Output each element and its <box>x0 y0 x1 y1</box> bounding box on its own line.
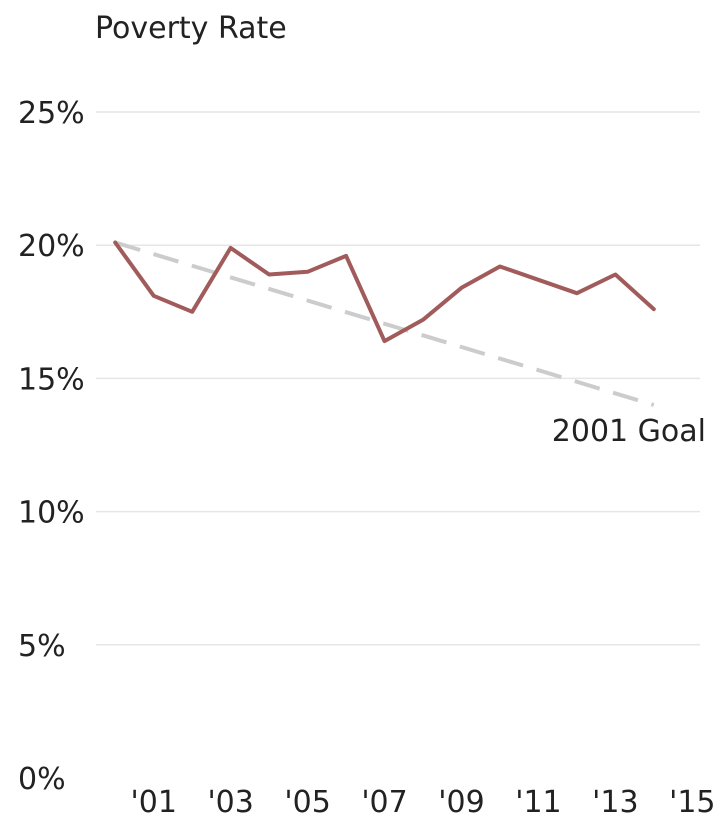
x-tick-label: '05 <box>284 785 330 817</box>
x-axis-tick-labels: '01 '03 '05 '07 '09 '11 '13 '15 <box>130 785 715 817</box>
gridlines <box>96 111 700 646</box>
y-tick-label: 0% <box>18 762 66 797</box>
x-tick-label: '11 <box>515 785 561 817</box>
x-tick-label: '03 <box>207 785 253 817</box>
x-tick-label: '15 <box>669 785 715 817</box>
series-lines <box>113 240 656 407</box>
x-tick-label: '01 <box>130 785 176 817</box>
annotations: 2001 Goal <box>552 414 706 449</box>
x-tick-label: '13 <box>592 785 638 817</box>
y-tick-label: 10% <box>18 496 85 531</box>
chart-title: Poverty Rate <box>95 11 287 46</box>
y-tick-label: 20% <box>18 229 85 264</box>
y-tick-label: 25% <box>18 96 85 131</box>
poverty-rate-line <box>113 240 656 344</box>
goal-line <box>114 240 655 407</box>
y-tick-label: 15% <box>18 362 85 397</box>
y-axis-tick-labels: 0% 5% 10% 15% 20% 25% <box>18 96 85 797</box>
x-tick-label: '09 <box>438 785 484 817</box>
goal-annotation-label: 2001 Goal <box>552 414 706 449</box>
y-tick-label: 5% <box>18 629 66 664</box>
x-tick-label: '07 <box>361 785 407 817</box>
